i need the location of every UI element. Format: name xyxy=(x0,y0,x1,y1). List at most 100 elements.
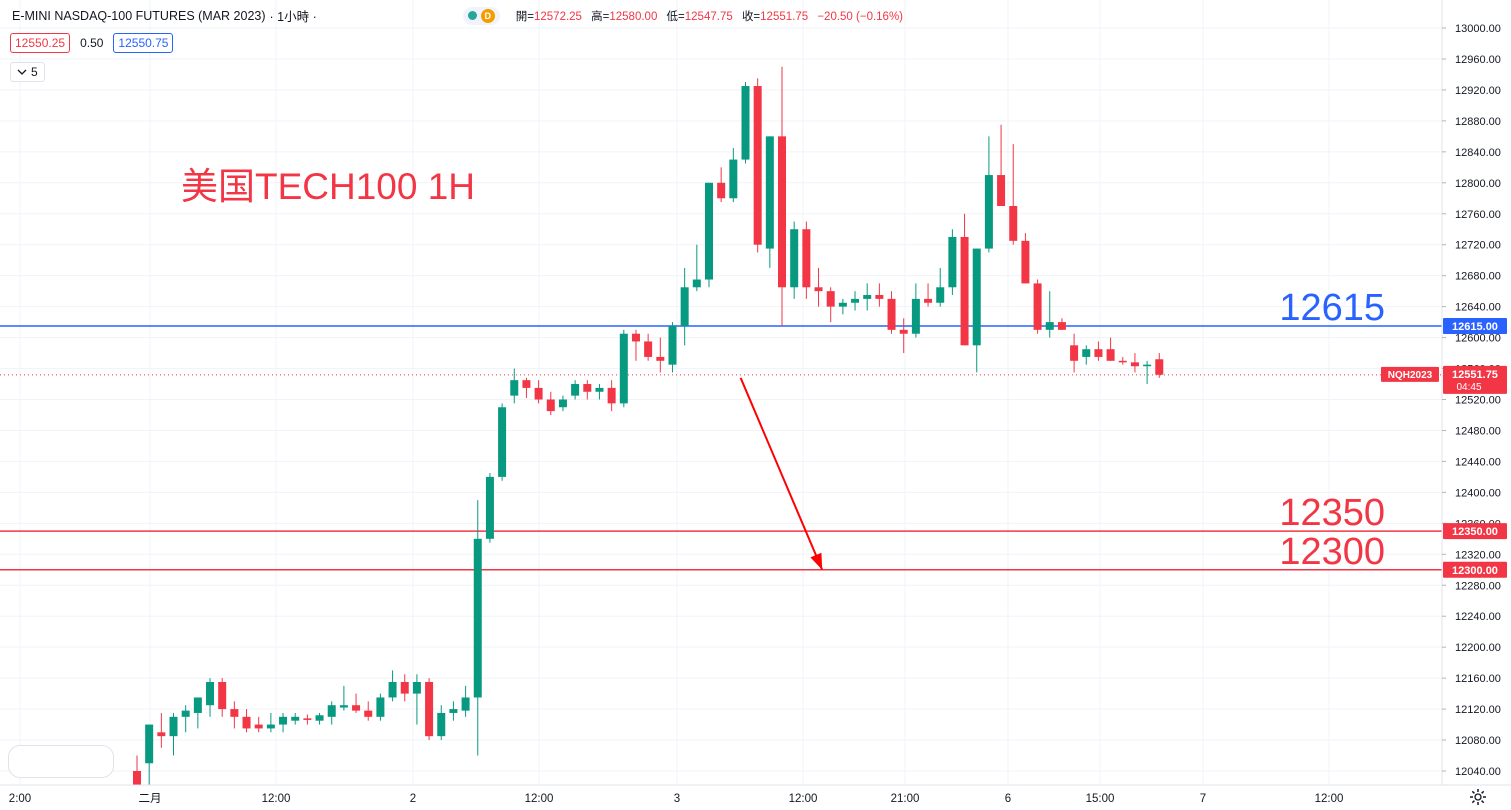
candle[interactable] xyxy=(1143,360,1152,385)
candle[interactable] xyxy=(327,701,336,725)
candle[interactable] xyxy=(765,136,774,268)
candle[interactable] xyxy=(412,674,421,725)
buy-button[interactable]: 12550.75 xyxy=(113,33,174,53)
candles[interactable] xyxy=(133,66,1164,795)
chart-annotation[interactable]: 美国TECH100 1H xyxy=(181,166,475,207)
candle[interactable] xyxy=(1106,337,1115,361)
candle[interactable] xyxy=(376,693,385,721)
candle[interactable] xyxy=(1057,318,1066,330)
forecast-arrow[interactable] xyxy=(739,377,824,571)
gear-icon[interactable] xyxy=(1469,788,1487,806)
candle[interactable] xyxy=(960,213,969,346)
candle[interactable] xyxy=(595,384,604,400)
level-price-tag[interactable] xyxy=(1443,523,1507,540)
candle[interactable] xyxy=(279,712,288,733)
candle[interactable] xyxy=(291,712,300,725)
price-axis[interactable]: 12040.00 12080.00 12120.00 12160.00 12200.00… xyxy=(1381,0,1511,785)
candle[interactable] xyxy=(473,500,482,756)
candle[interactable] xyxy=(510,368,519,404)
candle[interactable] xyxy=(303,714,312,725)
candle[interactable] xyxy=(924,283,933,307)
candle[interactable] xyxy=(668,322,677,373)
symbol-tag[interactable] xyxy=(1381,366,1439,382)
level-big-label[interactable]: 12615 xyxy=(1279,287,1385,329)
candle[interactable] xyxy=(133,755,141,787)
candle[interactable] xyxy=(461,685,470,717)
candle[interactable] xyxy=(656,337,665,373)
candle[interactable] xyxy=(230,701,239,729)
candle[interactable] xyxy=(583,380,592,400)
candle[interactable] xyxy=(997,124,1006,207)
candle[interactable] xyxy=(802,221,811,299)
candle[interactable] xyxy=(887,291,896,334)
candle[interactable] xyxy=(571,380,580,400)
candle[interactable] xyxy=(692,244,701,292)
candle[interactable] xyxy=(863,283,872,311)
candle[interactable] xyxy=(193,697,202,729)
candle[interactable] xyxy=(400,674,409,702)
level-big-label[interactable]: 12350 xyxy=(1279,492,1385,534)
candle[interactable] xyxy=(181,705,190,733)
candle[interactable] xyxy=(546,391,555,415)
market-status[interactable]: D xyxy=(462,6,500,25)
candle[interactable] xyxy=(899,318,908,354)
candle[interactable] xyxy=(753,78,762,253)
candle[interactable] xyxy=(485,473,494,543)
candle[interactable] xyxy=(838,298,847,315)
candle[interactable] xyxy=(145,724,154,795)
symbol-title[interactable]: E-MINI NASDAQ-100 FUTURES (MAR 2023) xyxy=(12,8,266,23)
candle[interactable] xyxy=(364,701,373,721)
candle[interactable] xyxy=(315,712,324,725)
candle[interactable] xyxy=(911,283,920,338)
candle[interactable] xyxy=(741,82,750,164)
candle[interactable] xyxy=(1021,233,1030,284)
candle[interactable] xyxy=(218,678,227,717)
candle[interactable] xyxy=(607,380,616,412)
candle[interactable] xyxy=(522,377,531,398)
level-price-tag[interactable] xyxy=(1443,317,1507,334)
candle[interactable] xyxy=(1045,291,1054,338)
interval-label[interactable]: · 1小時 · xyxy=(269,10,317,24)
candle[interactable] xyxy=(352,693,361,713)
candle[interactable] xyxy=(534,380,543,404)
candle[interactable] xyxy=(790,221,799,299)
level-price-tag[interactable] xyxy=(1443,561,1507,578)
candle[interactable] xyxy=(1094,341,1103,361)
candle[interactable] xyxy=(717,167,726,203)
candle[interactable] xyxy=(644,333,653,361)
candle[interactable] xyxy=(1082,345,1091,365)
candle[interactable] xyxy=(339,685,348,711)
candle[interactable] xyxy=(729,147,738,203)
candle[interactable] xyxy=(814,267,823,307)
candle[interactable] xyxy=(778,66,787,326)
candle[interactable] xyxy=(948,229,957,296)
last-price-tag[interactable] xyxy=(1443,365,1507,394)
candle[interactable] xyxy=(206,678,215,717)
candle[interactable] xyxy=(680,267,689,346)
candle[interactable] xyxy=(936,267,945,307)
candle[interactable] xyxy=(169,712,178,756)
candle[interactable] xyxy=(972,248,981,373)
level-big-label[interactable]: 12300 xyxy=(1279,531,1385,573)
sell-button[interactable]: 12550.25 xyxy=(10,33,71,53)
candle[interactable] xyxy=(1130,353,1139,373)
candle[interactable] xyxy=(704,182,713,288)
candle[interactable] xyxy=(266,712,275,733)
candle[interactable] xyxy=(1009,144,1018,245)
candle[interactable] xyxy=(984,136,993,253)
candle[interactable] xyxy=(631,329,640,361)
candle[interactable] xyxy=(425,678,434,741)
candle[interactable] xyxy=(1118,356,1127,365)
candle[interactable] xyxy=(242,709,251,733)
indicators-toggle-button[interactable]: 5 xyxy=(10,62,45,82)
candle[interactable] xyxy=(498,403,507,481)
candle[interactable] xyxy=(1155,353,1164,378)
candle[interactable] xyxy=(1070,333,1079,373)
candle[interactable] xyxy=(449,701,458,721)
candle[interactable] xyxy=(437,705,446,741)
time-axis[interactable]: 2:00 二月 12:00 2 12:00 3 12:00 21:00 6 15:00 7 12:00 xyxy=(0,784,1511,810)
candle[interactable] xyxy=(826,287,835,323)
candle[interactable] xyxy=(875,283,884,307)
